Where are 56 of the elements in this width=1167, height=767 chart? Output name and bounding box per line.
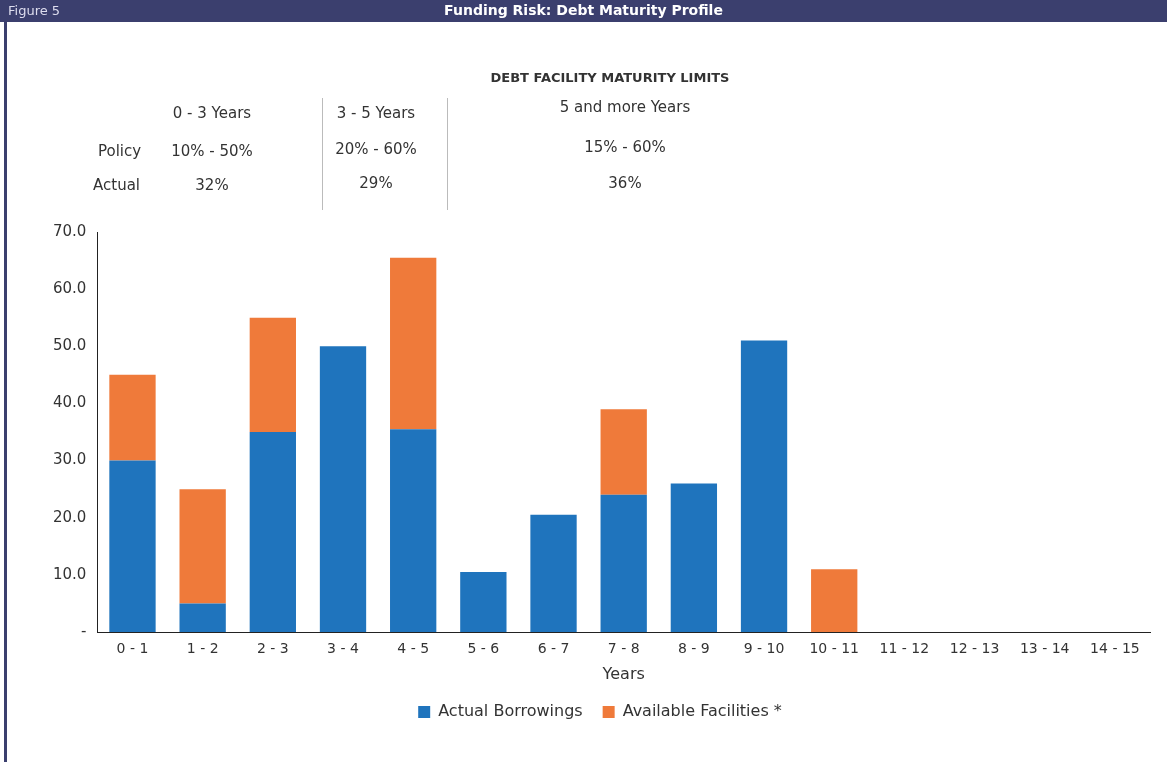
x-tick-label: 4 - 5 bbox=[397, 640, 430, 657]
bar bbox=[109, 460, 156, 632]
x-tick-label: 3 - 4 bbox=[327, 640, 359, 657]
legend-label: Actual Borrowings bbox=[438, 701, 583, 721]
bar bbox=[179, 489, 226, 604]
legend-label: Available Facilities * bbox=[622, 701, 782, 721]
x-tick-label: 6 - 7 bbox=[537, 640, 570, 657]
y-tick-label: - bbox=[80, 621, 87, 640]
text: 15% - 60% bbox=[584, 138, 666, 156]
text: 3 - 5 Years bbox=[336, 104, 416, 122]
chart-title: Funding Risk: Debt Maturity Profile bbox=[444, 2, 723, 18]
x-tick-label: 8 - 9 bbox=[677, 640, 710, 657]
x-tick-label: 1 - 2 bbox=[186, 640, 219, 657]
x-tick-label: 7 - 8 bbox=[607, 640, 640, 657]
bar bbox=[109, 374, 156, 461]
y-tick-label: 70.0 bbox=[52, 221, 87, 240]
x-tick-label: 9 - 10 bbox=[743, 640, 785, 657]
y-tick-label: 30.0 bbox=[52, 450, 87, 469]
bar bbox=[390, 429, 437, 632]
bar bbox=[600, 494, 647, 632]
x-tick-label: 13 - 14 bbox=[1019, 640, 1070, 657]
text: 20% - 60% bbox=[335, 140, 417, 158]
bar bbox=[179, 603, 226, 632]
x-tick-label: 14 - 15 bbox=[1090, 640, 1140, 657]
x-tick-label: 10 - 11 bbox=[809, 640, 860, 657]
x-tick-label: 0 - 1 bbox=[116, 640, 149, 657]
caption: Figure 5 bbox=[8, 3, 61, 18]
bar bbox=[249, 317, 296, 432]
text: Policy bbox=[98, 142, 142, 160]
text: 0 - 3 Years bbox=[172, 104, 252, 122]
text: 10% - 50% bbox=[171, 142, 253, 160]
text: DEBT FACILITY MATURITY LIMITS bbox=[490, 70, 730, 85]
bar bbox=[249, 432, 296, 632]
bar bbox=[390, 257, 437, 430]
x-tick-label: 11 - 12 bbox=[879, 640, 930, 657]
y-tick-label: 40.0 bbox=[52, 393, 87, 412]
bar bbox=[811, 569, 858, 632]
x-axis-title: Years bbox=[601, 663, 645, 683]
bar bbox=[530, 514, 577, 632]
text: 5 and more Years bbox=[559, 98, 691, 116]
text: 29% bbox=[359, 174, 393, 192]
bar bbox=[600, 409, 647, 495]
bar bbox=[460, 572, 507, 632]
bar bbox=[740, 340, 788, 632]
y-tick-label: 50.0 bbox=[52, 336, 87, 355]
text: 32% bbox=[195, 176, 229, 194]
bar bbox=[670, 483, 718, 632]
y-tick-label: 60.0 bbox=[52, 279, 87, 298]
y-tick-label: 10.0 bbox=[52, 564, 87, 583]
text: Actual bbox=[93, 176, 140, 194]
text: 36% bbox=[608, 174, 642, 192]
y-tick-label: 20.0 bbox=[52, 507, 87, 526]
x-tick-label: 5 - 6 bbox=[467, 640, 500, 657]
bar bbox=[319, 346, 367, 632]
x-tick-label: 2 - 3 bbox=[256, 640, 289, 657]
x-tick-label: 12 - 13 bbox=[949, 640, 1000, 657]
